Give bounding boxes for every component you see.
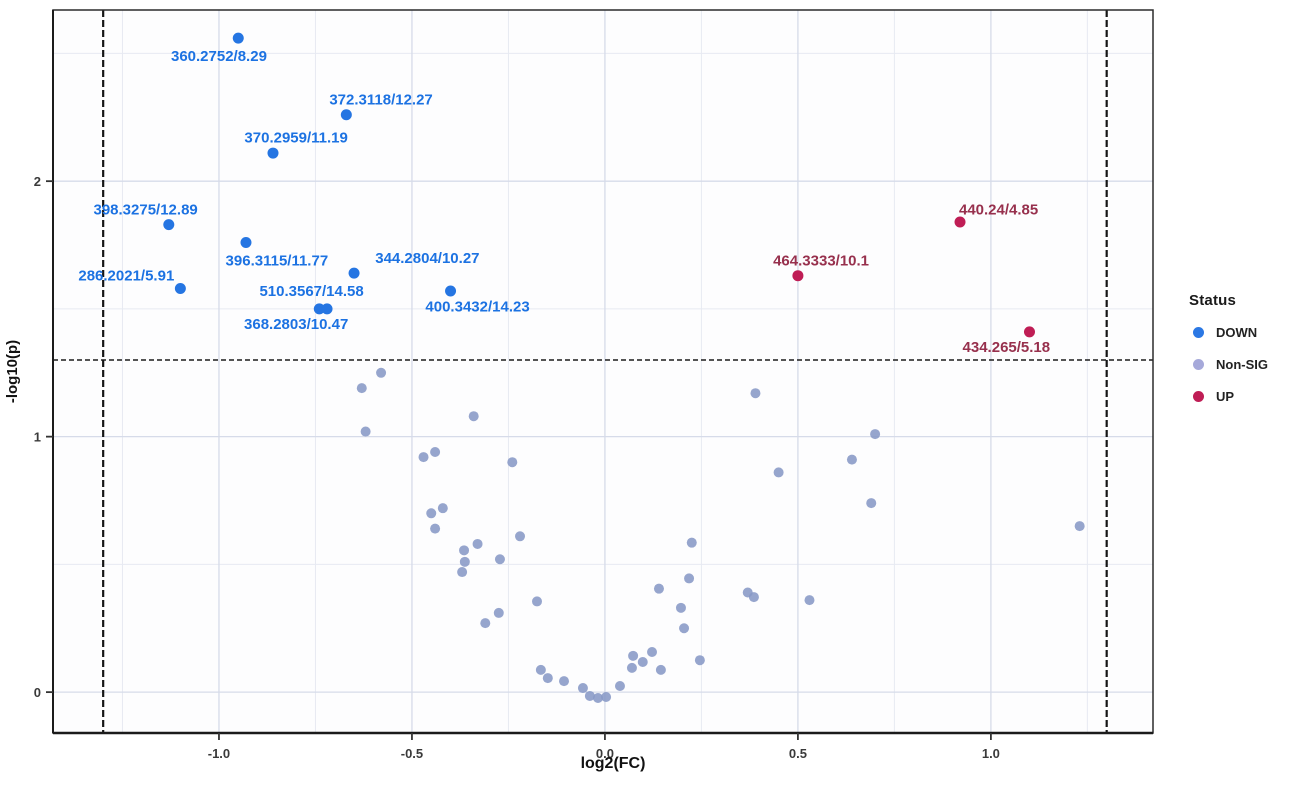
x-tick-label: 0.0	[596, 746, 614, 761]
point-non-sig	[804, 595, 815, 606]
legend-swatch-nonsig-icon	[1193, 359, 1204, 370]
point-non-sig	[655, 664, 666, 675]
point-up	[1023, 326, 1035, 338]
point-non-sig	[628, 650, 639, 661]
legend-item-nonsig[interactable]: Non-SIG	[1193, 357, 1295, 372]
point-non-sig	[870, 429, 881, 440]
point-non-sig	[846, 454, 857, 465]
point-non-sig	[647, 647, 658, 658]
point-non-sig	[515, 531, 526, 542]
point-up	[954, 216, 966, 228]
point-non-sig	[535, 664, 546, 675]
point-non-sig	[376, 367, 387, 378]
point-down	[240, 236, 252, 248]
point-label-down: 372.3118/12.27	[329, 91, 432, 108]
point-label-up: 434.265/5.18	[963, 339, 1051, 356]
y-tick-label: 0	[34, 685, 41, 700]
point-non-sig	[468, 411, 479, 422]
point-non-sig	[437, 503, 448, 514]
point-non-sig	[653, 583, 664, 594]
point-non-sig	[459, 556, 470, 567]
point-non-sig	[601, 691, 612, 702]
point-non-sig	[577, 683, 588, 694]
point-non-sig	[532, 596, 542, 607]
x-tick-label: 1.0	[982, 746, 1000, 761]
point-non-sig	[493, 607, 504, 618]
point-label-down: 510.3567/14.58	[259, 283, 363, 300]
point-non-sig	[686, 537, 697, 548]
point-non-sig	[592, 692, 603, 703]
point-label-down: 344.2804/10.27	[375, 250, 479, 267]
point-non-sig	[356, 383, 367, 394]
legend-label-up: UP	[1216, 389, 1235, 404]
point-non-sig	[694, 655, 705, 666]
point-non-sig	[507, 457, 518, 468]
point-non-sig	[418, 452, 429, 463]
point-non-sig	[542, 673, 553, 684]
point-down	[348, 267, 360, 279]
point-non-sig	[675, 602, 686, 613]
legend-swatch-down-icon	[1193, 327, 1204, 338]
point-non-sig	[748, 592, 759, 603]
point-down	[174, 282, 186, 294]
point-down	[313, 303, 325, 315]
point-non-sig	[426, 508, 437, 519]
point-non-sig	[459, 545, 470, 556]
point-non-sig	[614, 680, 625, 691]
point-label-down: 368.2803/10.47	[244, 316, 348, 333]
y-tick-label: 2	[34, 174, 41, 189]
legend-label-down: DOWN	[1216, 325, 1258, 340]
point-non-sig	[494, 554, 505, 565]
point-label-down: 396.3115/11.77	[226, 252, 329, 269]
point-non-sig	[684, 573, 695, 584]
point-non-sig	[430, 523, 441, 534]
point-down	[321, 303, 333, 315]
point-down	[445, 285, 457, 297]
y-tick-label: 1	[34, 430, 41, 445]
point-down	[340, 109, 352, 121]
point-non-sig	[866, 498, 877, 509]
point-label-down: 398.3275/12.89	[93, 201, 197, 218]
point-non-sig	[679, 623, 690, 634]
legend-label-nonsig: Non-SIG	[1216, 357, 1268, 372]
x-axis-title: log2(FC)	[581, 755, 646, 772]
legend: Status DOWN Non-SIG UP	[1183, 292, 1295, 421]
x-tick-label: 0.5	[789, 746, 807, 761]
point-down	[163, 219, 175, 231]
point-label-up: 464.3333/10.1	[773, 252, 869, 269]
point-non-sig	[626, 662, 637, 673]
point-label-up: 440.24/4.85	[959, 201, 1038, 218]
point-non-sig	[584, 690, 595, 701]
point-down	[232, 32, 244, 44]
x-tick-label: -0.5	[401, 746, 423, 761]
point-down	[267, 147, 279, 159]
point-label-down: 400.3432/14.23	[425, 298, 529, 315]
point-non-sig	[472, 538, 483, 549]
point-up	[792, 270, 804, 282]
legend-swatch-up-icon	[1193, 391, 1204, 402]
y-axis-title: -log10(p)	[4, 340, 21, 403]
legend-title: Status	[1189, 292, 1237, 309]
point-non-sig	[637, 656, 648, 667]
point-non-sig	[773, 467, 784, 478]
legend-item-down[interactable]: DOWN	[1193, 325, 1295, 340]
point-non-sig	[750, 388, 761, 399]
point-label-down: 370.2959/11.19	[244, 130, 347, 147]
point-non-sig	[457, 567, 468, 578]
point-non-sig	[430, 446, 441, 457]
point-non-sig	[360, 426, 371, 437]
point-label-down: 286.2021/5.91	[78, 268, 174, 285]
point-label-down: 360.2752/8.29	[171, 48, 267, 65]
point-non-sig	[559, 676, 570, 687]
point-non-sig	[480, 618, 491, 629]
plot-panel	[53, 10, 1153, 733]
x-tick-label: -1.0	[208, 746, 230, 761]
legend-item-up[interactable]: UP	[1193, 389, 1295, 404]
point-non-sig	[1074, 521, 1085, 532]
